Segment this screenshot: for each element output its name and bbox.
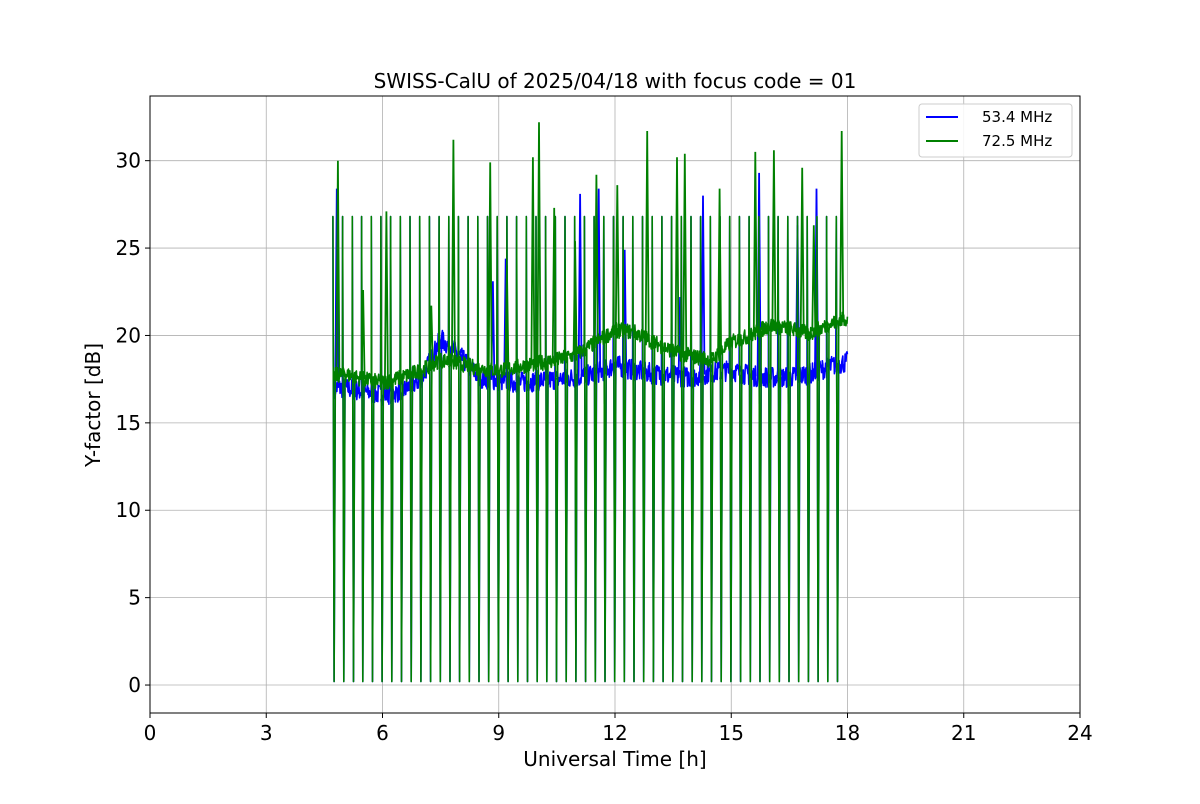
series-peak: [577, 193, 583, 377]
series-peak: [594, 174, 599, 343]
series-peak: [771, 150, 777, 326]
series-peak: [504, 265, 510, 369]
data-layer: [332, 122, 849, 683]
legend: 53.4 MHz 72.5 MHz: [918, 103, 1073, 158]
series-peak: [335, 160, 341, 376]
series-peak: [487, 162, 493, 370]
y-tick-label: 25: [116, 236, 141, 260]
series-peak: [799, 167, 805, 332]
y-tick-label: 5: [128, 586, 141, 610]
legend-label-series-1: 53.4 MHz: [982, 108, 1052, 126]
x-tick-label: 15: [719, 721, 744, 745]
y-tick-label: 10: [116, 498, 141, 522]
x-tick-label: 3: [260, 721, 273, 745]
series-peak: [451, 139, 456, 363]
series-peak: [530, 157, 536, 365]
series-peak: [614, 185, 620, 331]
y-tick-label: 15: [116, 411, 141, 435]
series-peak: [811, 225, 817, 332]
series-peak: [551, 207, 557, 361]
x-tick-label: 12: [602, 721, 627, 745]
y-axis-title: Y-factor [dB]: [81, 343, 105, 468]
x-tick-label: 0: [144, 721, 157, 745]
series-peak: [536, 122, 542, 364]
tick-layer: 0 3 6 9 12 15 18 21 24 0 5 10 15 20 25 30: [116, 149, 1093, 745]
series-peak: [384, 211, 389, 382]
x-axis-title: Universal Time [h]: [523, 747, 706, 771]
series-line: [332, 215, 849, 683]
series-peak: [682, 153, 688, 355]
legend-label-series-2: 72.5 MHz: [982, 132, 1052, 150]
y-tick-label: 20: [116, 323, 141, 347]
series-peak: [644, 130, 650, 339]
y-tick-label: 0: [128, 673, 141, 697]
series-peak: [428, 305, 434, 366]
x-tick-label: 21: [951, 721, 976, 745]
series-peak: [752, 151, 758, 333]
series-peak: [572, 241, 578, 356]
series-peak: [360, 289, 366, 380]
chart-title: SWISS-CalU of 2025/04/18 with focus code…: [374, 69, 857, 93]
series-peak: [717, 188, 722, 353]
x-tick-label: 9: [492, 721, 505, 745]
series-peak: [674, 157, 680, 353]
y-tick-label: 30: [116, 149, 141, 173]
x-tick-label: 24: [1067, 721, 1092, 745]
series-peak: [334, 188, 340, 388]
x-tick-label: 6: [376, 721, 389, 745]
series-peak: [839, 130, 845, 321]
series-peak: [700, 195, 706, 375]
x-tick-label: 18: [835, 721, 860, 745]
